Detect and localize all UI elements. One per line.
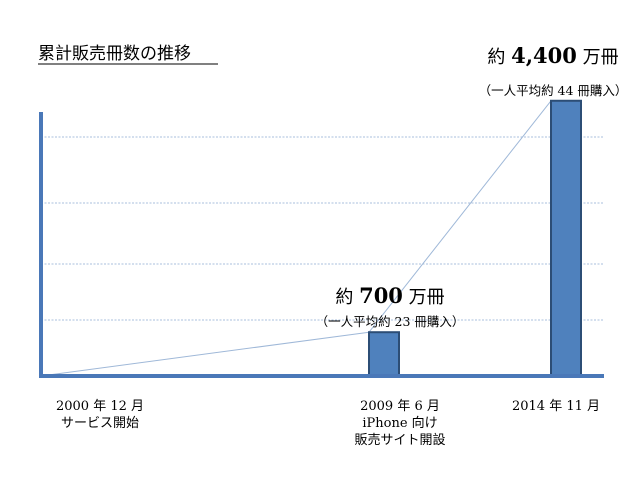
x-tick-label-line: 2009 年 6 月 (360, 399, 440, 414)
data-label-prefix: 約 (487, 47, 511, 68)
x-tick-label-line: 2014 年 11 月 (512, 399, 600, 414)
annotations: 約 700 万冊 （一人平均約 23 冊購入） 約 4,400 万冊 （一人平均約 4… (316, 43, 628, 329)
x-tick-label-line: 販売サイト開設 (354, 432, 445, 448)
x-tick-label-line: iPhone 向け (362, 415, 437, 431)
data-label-2: 約 4,400 万冊 (487, 43, 618, 68)
data-label-value: 700 (359, 283, 403, 308)
x-tick-label-2: 2009 年 6 月 iPhone 向け販売サイト開設 (354, 399, 445, 448)
data-label-unit: 万冊 (403, 287, 445, 308)
gridlines (41, 136, 604, 321)
axes (39, 112, 604, 378)
bar-2 (368, 331, 400, 378)
x-tick-label-3: 2014 年 11 月 (512, 399, 600, 414)
data-label-unit: 万冊 (577, 47, 619, 68)
x-tick-labels: 2000 年 12 月サービス開始 2009 年 6 月 iPhone 向け販売サイ… (56, 399, 600, 448)
trend-line-2 (368, 100, 552, 333)
trend-lines (40, 100, 552, 377)
data-label-prefix: 約 (335, 287, 359, 308)
x-tick-label-line: 2000 年 12 月 (56, 399, 144, 414)
data-label-value: 4,400 (511, 43, 577, 68)
x-tick-label-line: サービス開始 (61, 416, 139, 431)
bars (368, 99, 582, 378)
data-label-note-1: （一人平均約 23 冊購入） (316, 314, 465, 329)
chart-title: 累計販売冊数の推移 (38, 44, 191, 64)
data-label-note-2: （一人平均約 44 冊購入） (479, 83, 628, 98)
data-label-1: 約 700 万冊 (335, 283, 444, 308)
trend-line-1 (40, 331, 370, 377)
bar-3 (550, 99, 582, 377)
x-tick-label-1: 2000 年 12 月サービス開始 (56, 399, 144, 431)
